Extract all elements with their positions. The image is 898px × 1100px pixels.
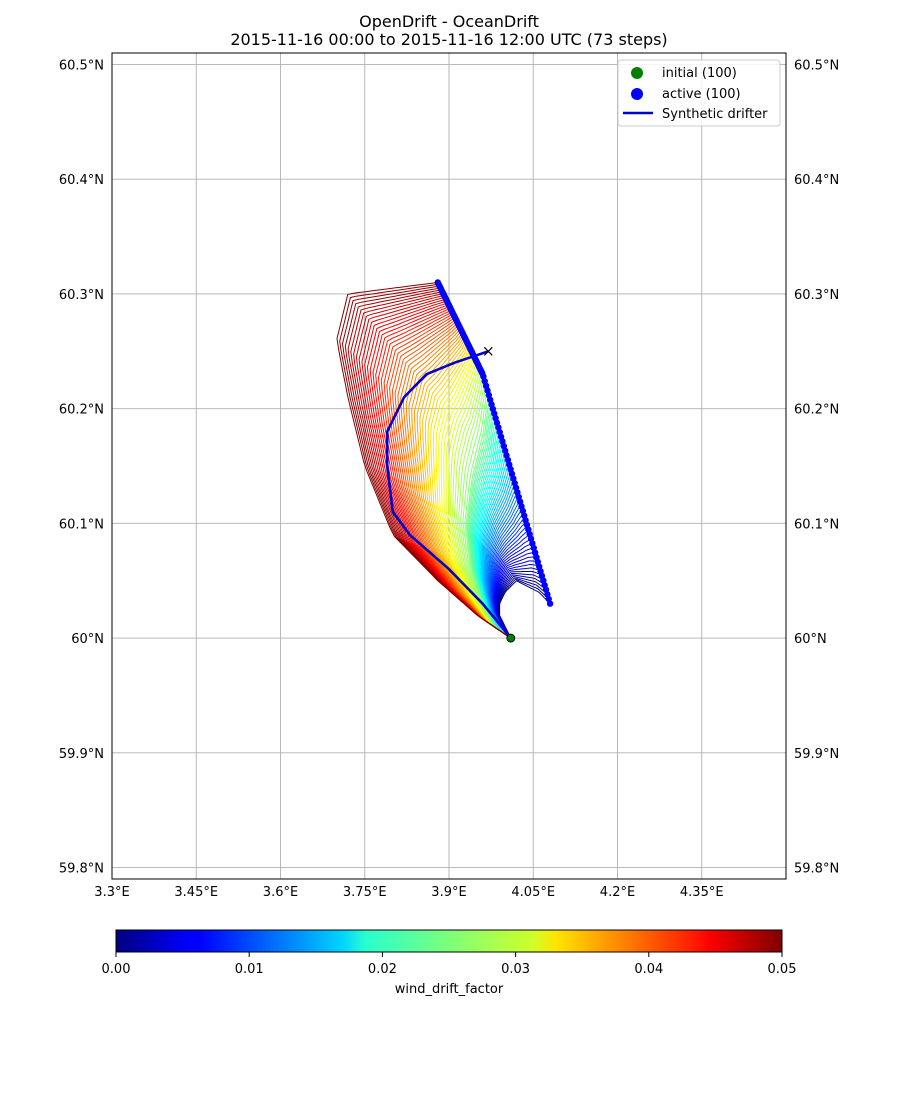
chart-title: OpenDrift - OceanDrift — [359, 12, 539, 31]
lat-tick-label-left: 60.4°N — [59, 173, 104, 188]
lon-tick-label: 4.35°E — [680, 885, 724, 900]
lon-tick-label: 3.6°E — [263, 885, 298, 900]
colorbar-label: wind_drift_factor — [395, 982, 504, 997]
lat-tick-label-right: 59.8°N — [794, 862, 839, 877]
trajectory-line — [336, 281, 512, 639]
legend-drifter-label: Synthetic drifter — [662, 107, 768, 122]
lat-tick-label-right: 60.5°N — [794, 58, 839, 73]
particle-markers — [434, 279, 554, 643]
lat-tick-label-left: 60.3°N — [59, 288, 104, 303]
colorbar: 0.00 0.01 0.02 0.03 0.04 0.05 wind_drift_fact… — [102, 929, 797, 997]
lon-tick-label: 3.75°E — [343, 885, 387, 900]
drifter-end-marker — [483, 346, 493, 356]
lon-tick-label: 4.2°E — [600, 885, 635, 900]
legend-active-marker — [631, 88, 643, 100]
lat-tick-label-left: 59.8°N — [59, 862, 104, 877]
lat-tick-label-right: 60.2°N — [794, 403, 839, 418]
legend-initial-marker — [631, 67, 643, 79]
colorbar-tick-label: 0.01 — [235, 962, 264, 977]
colorbar-gradient — [115, 929, 783, 953]
colorbar-tick-label: 0.04 — [634, 962, 663, 977]
legend-initial-label: initial (100) — [662, 66, 737, 81]
lon-tick-label: 3.9°E — [431, 885, 466, 900]
grid — [111, 53, 786, 879]
legend: initial (100) active (100) Synthetic dri… — [617, 59, 781, 127]
lon-tick-label: 3.45°E — [174, 885, 218, 900]
lat-tick-label-right: 59.9°N — [794, 747, 839, 762]
chart-subtitle: 2015-11-16 00:00 to 2015-11-16 12:00 UTC… — [230, 30, 668, 49]
colorbar-tick-label: 0.05 — [768, 962, 797, 977]
lat-tick-label-left: 60°N — [71, 632, 104, 647]
lon-tick-label: 3.3°E — [94, 885, 129, 900]
synthetic-drifter-track — [385, 346, 512, 639]
legend-active-label: active (100) — [662, 87, 741, 102]
colorbar-tick-label: 0.03 — [501, 962, 530, 977]
lat-tick-label-left: 60.2°N — [59, 403, 104, 418]
synthetic-drifter-line — [385, 350, 512, 639]
colorbar-tick-label: 0.02 — [368, 962, 397, 977]
active-particle — [434, 279, 441, 286]
lon-tick-label: 4.05°E — [511, 885, 555, 900]
axis-ticks: 3.3°E 3.45°E 3.6°E 3.75°E 3.9°E 4.05°E 4.2°E 4.… — [59, 58, 839, 900]
lat-tick-label-right: 60.4°N — [794, 173, 839, 188]
axes-frame — [111, 52, 787, 880]
colorbar-tick-label: 0.00 — [102, 962, 131, 977]
trajectory-lines — [336, 281, 551, 639]
lat-tick-label-right: 60°N — [794, 632, 827, 647]
lat-tick-label-left: 59.9°N — [59, 747, 104, 762]
lat-tick-label-left: 60.5°N — [59, 58, 104, 73]
lat-tick-label-left: 60.1°N — [59, 517, 104, 532]
initial-particle-marker — [506, 633, 516, 643]
lat-tick-label-right: 60.1°N — [794, 517, 839, 532]
lat-tick-label-right: 60.3°N — [794, 288, 839, 303]
